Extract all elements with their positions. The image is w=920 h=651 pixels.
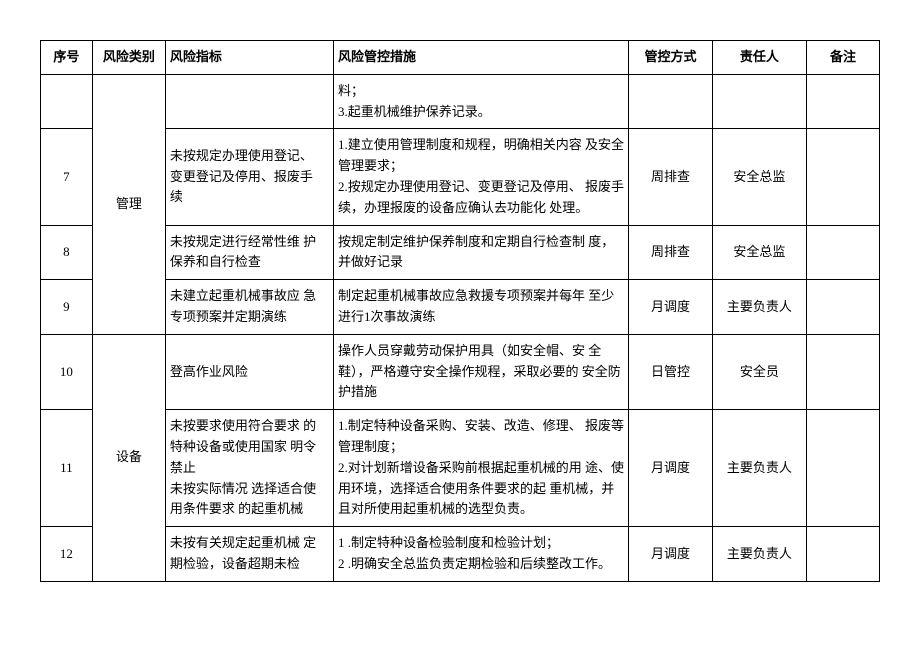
cell-control: 日管控: [629, 334, 713, 409]
cell-indicator: 登高作业风险: [165, 334, 333, 409]
header-row: 序号 风险类别 风险指标 风险管控措施 管控方式 责任人 备注: [41, 41, 880, 75]
cell-note: [806, 410, 879, 527]
table-row: 12 未按有关规定起重机械 定期检验，设备超期未检 1 .制定特种设备检验制度和…: [41, 527, 880, 582]
header-category: 风险类别: [92, 41, 165, 75]
cell-responsible: 主要负责人: [712, 410, 806, 527]
cell-control: 月调度: [629, 527, 713, 582]
cell-note: [806, 74, 879, 129]
cell-note: [806, 334, 879, 409]
cell-seq: 12: [41, 527, 93, 582]
cell-note: [806, 225, 879, 280]
cell-responsible: 主要负责人: [712, 527, 806, 582]
cell-responsible: 安全员: [712, 334, 806, 409]
cell-control: 月调度: [629, 280, 713, 335]
cell-seq: 7: [41, 129, 93, 225]
cell-measure: 1.建立使用管理制度和规程，明确相关内容 及安全管理要求； 2.按规定办理使用登…: [334, 129, 629, 225]
cell-measure: 制定起重机械事故应急救援专项预案并每年 至少进行1次事故演练: [334, 280, 629, 335]
cell-note: [806, 129, 879, 225]
cell-note: [806, 527, 879, 582]
cell-measure: 料； 3.起重机械维护保养记录。: [334, 74, 629, 129]
cell-measure: 1 .制定特种设备检验制度和检验计划； 2 .明确安全总监负责定期检验和后续整改…: [334, 527, 629, 582]
cell-indicator: 未建立起重机械事故应 急专项预案并定期演练: [165, 280, 333, 335]
cell-seq: 11: [41, 410, 93, 527]
cell-control: 周排查: [629, 129, 713, 225]
cell-seq: 9: [41, 280, 93, 335]
cell-measure: 按规定制定维护保养制度和定期自行检查制 度，并做好记录: [334, 225, 629, 280]
cell-responsible: 主要负责人: [712, 280, 806, 335]
cell-measure: 1.制定特种设备采购、安装、改造、修理、 报废等管理制度； 2.对计划新增设备采…: [334, 410, 629, 527]
table-row: 9 未建立起重机械事故应 急专项预案并定期演练 制定起重机械事故应急救援专项预案…: [41, 280, 880, 335]
cell-control: 月调度: [629, 410, 713, 527]
cell-seq: [41, 74, 93, 129]
table-row: 11 未按要求使用符合要求 的特种设备或使用国家 明令禁止 未按实际情况 选择适…: [41, 410, 880, 527]
cell-note: [806, 280, 879, 335]
risk-table: 序号 风险类别 风险指标 风险管控措施 管控方式 责任人 备注 管理 料； 3.…: [40, 40, 880, 582]
table-row: 8 未按规定进行经常性维 护保养和自行检查 按规定制定维护保养制度和定期自行检查…: [41, 225, 880, 280]
cell-measure: 操作人员穿戴劳动保护用具（如安全帽、安 全鞋），严格遵守安全操作规程，采取必要的…: [334, 334, 629, 409]
cell-indicator: 未按规定办理使用登记、 变更登记及停用、报废手 续: [165, 129, 333, 225]
table-row: 10 设备 登高作业风险 操作人员穿戴劳动保护用具（如安全帽、安 全鞋），严格遵…: [41, 334, 880, 409]
header-control: 管控方式: [629, 41, 713, 75]
cell-category-mgmt: 管理: [92, 74, 165, 334]
cell-control: [629, 74, 713, 129]
cell-indicator: 未按要求使用符合要求 的特种设备或使用国家 明令禁止 未按实际情况 选择适合使用…: [165, 410, 333, 527]
cell-seq: 10: [41, 334, 93, 409]
header-seq: 序号: [41, 41, 93, 75]
cell-responsible: [712, 74, 806, 129]
cell-control: 周排查: [629, 225, 713, 280]
cell-indicator: [165, 74, 333, 129]
cell-indicator: 未按规定进行经常性维 护保养和自行检查: [165, 225, 333, 280]
cell-responsible: 安全总监: [712, 225, 806, 280]
cell-indicator: 未按有关规定起重机械 定期检验，设备超期未检: [165, 527, 333, 582]
cell-seq: 8: [41, 225, 93, 280]
header-note: 备注: [806, 41, 879, 75]
cell-responsible: 安全总监: [712, 129, 806, 225]
cell-category-equip: 设备: [92, 334, 165, 581]
header-responsible: 责任人: [712, 41, 806, 75]
header-indicator: 风险指标: [165, 41, 333, 75]
table-row-partial: 管理 料； 3.起重机械维护保养记录。: [41, 74, 880, 129]
header-measure: 风险管控措施: [334, 41, 629, 75]
table-row: 7 未按规定办理使用登记、 变更登记及停用、报废手 续 1.建立使用管理制度和规…: [41, 129, 880, 225]
